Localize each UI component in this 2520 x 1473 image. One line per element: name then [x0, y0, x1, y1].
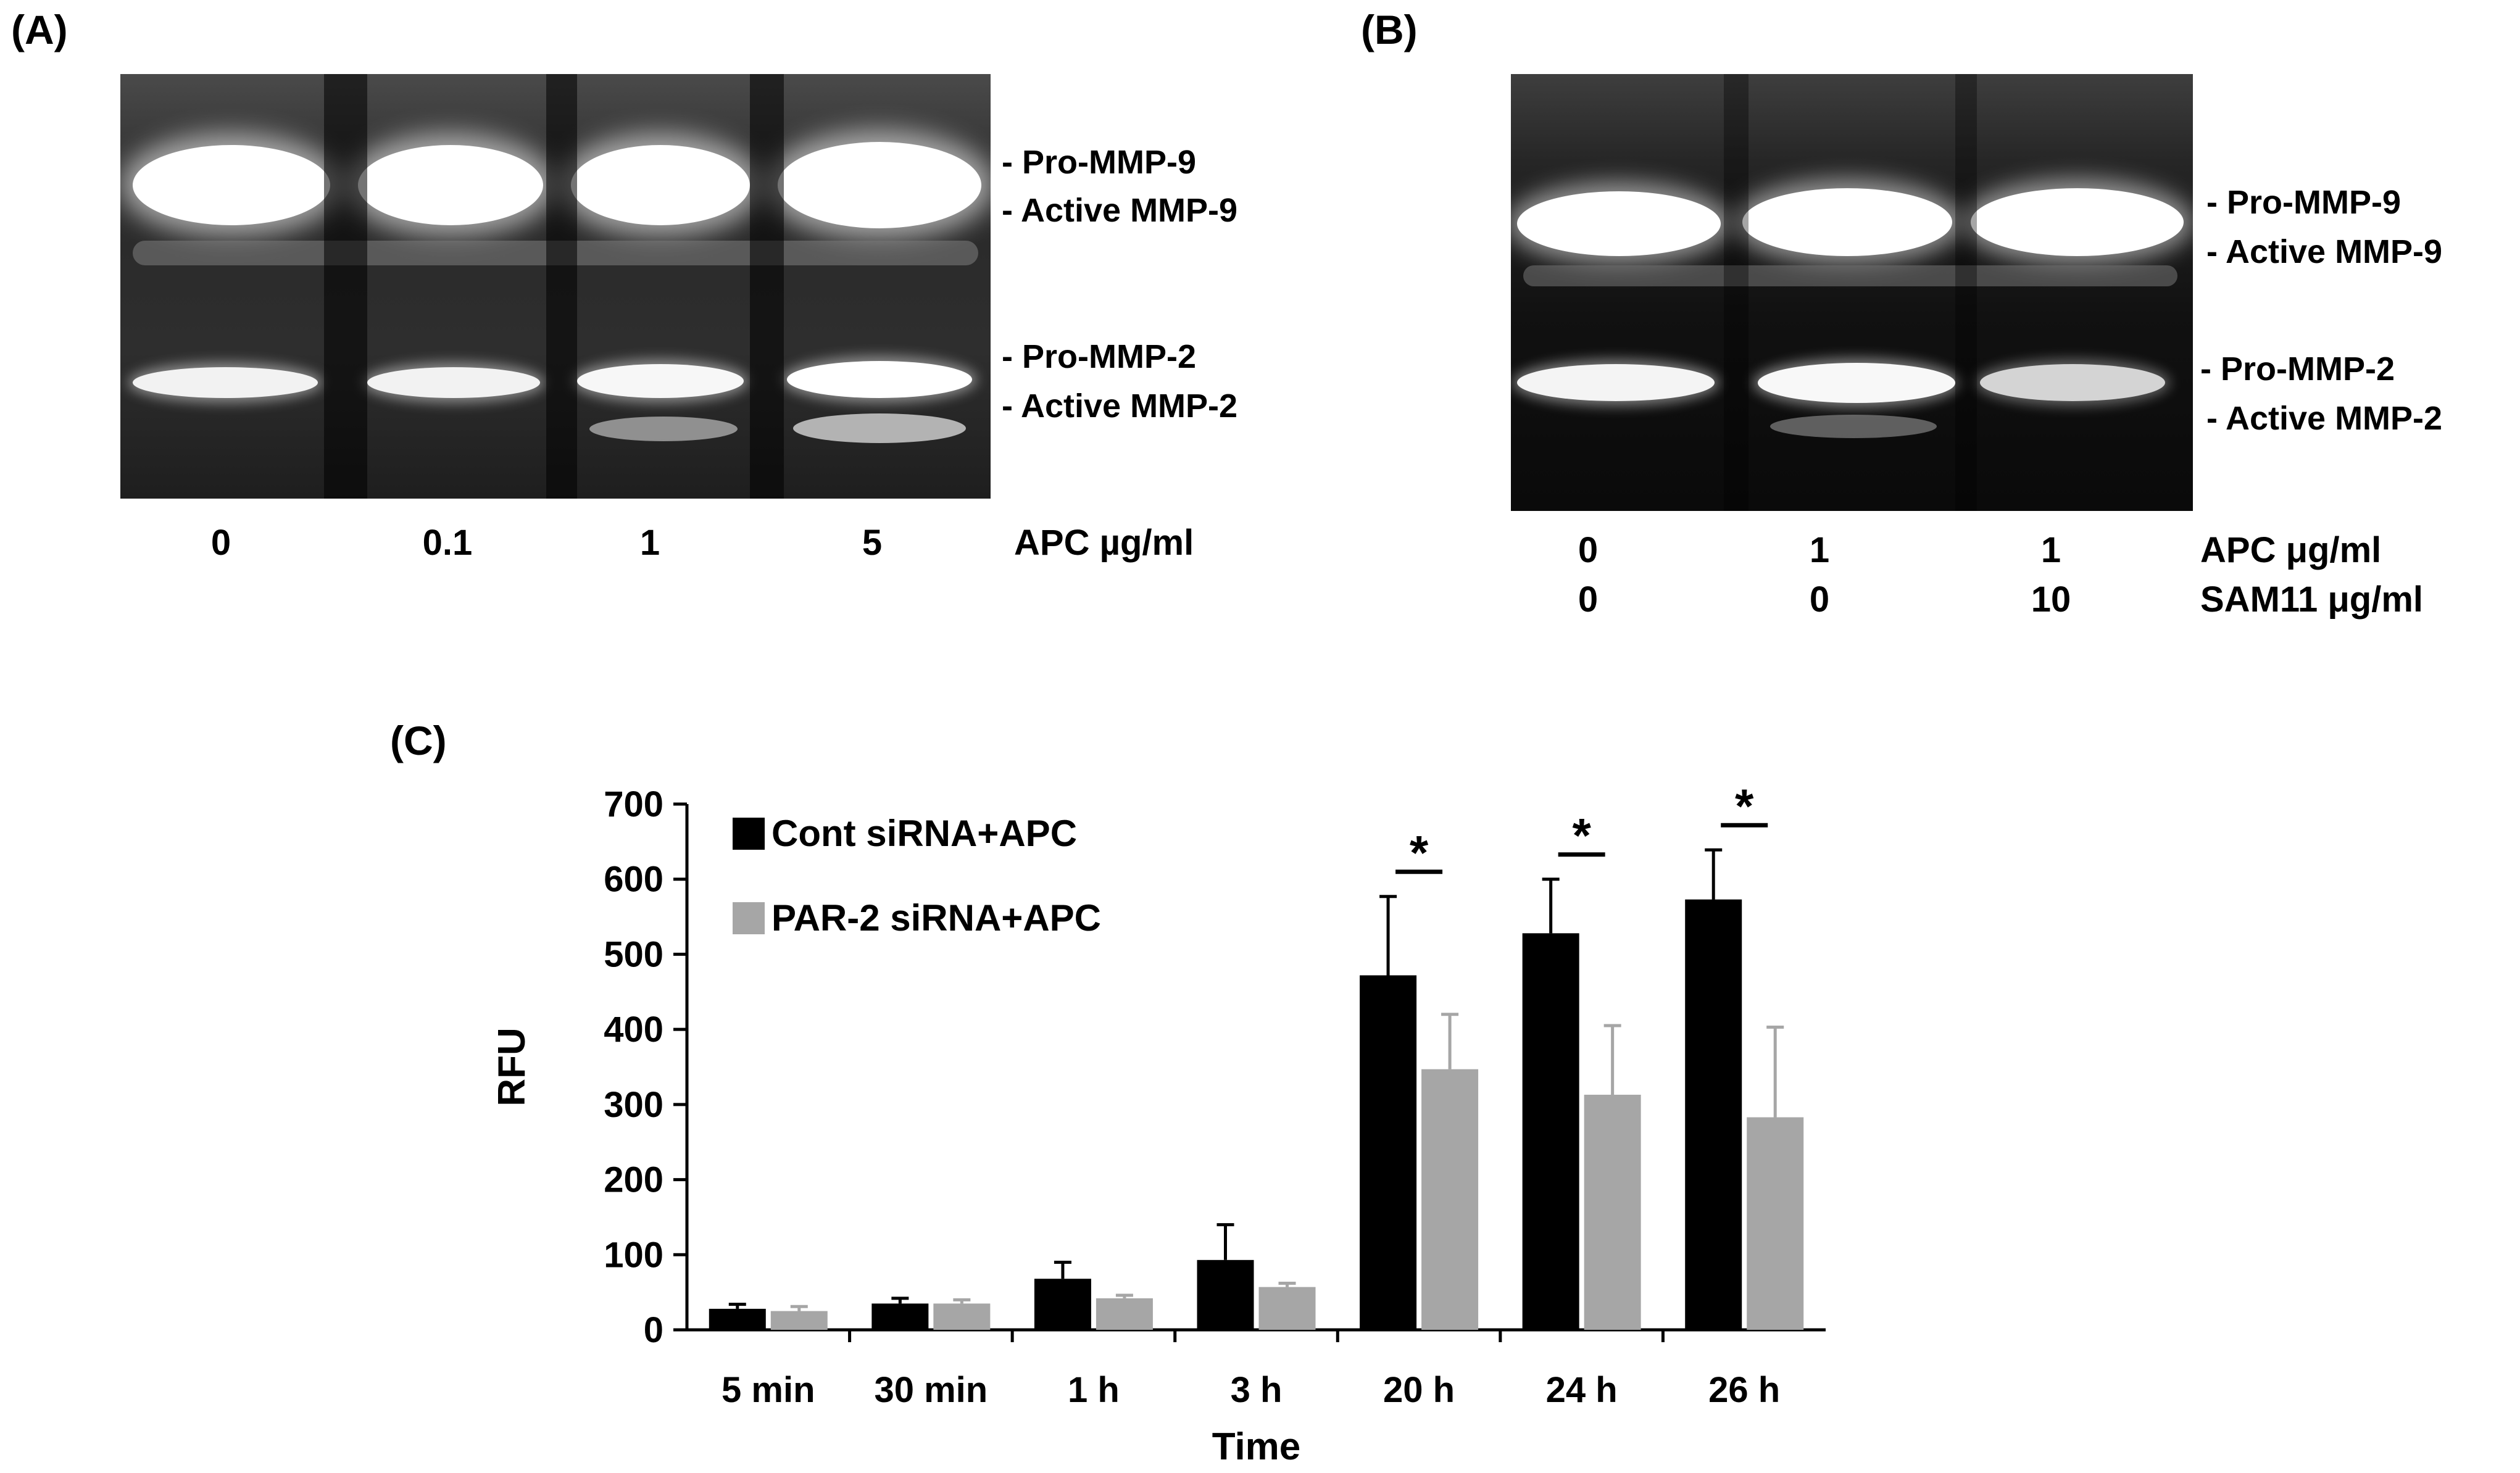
bar: [1258, 1287, 1316, 1330]
band-b-pro-mmp2-lane3: [1980, 364, 2165, 401]
bar: [770, 1311, 828, 1330]
band-a-pro-mmp2-lane1: [133, 367, 318, 398]
band-a-pro-mmp9-lane2: [358, 145, 543, 225]
bar: [709, 1308, 766, 1330]
panel-b-gel: [1511, 74, 2193, 511]
label-b-active-mmp9: - Active MMP-9: [2206, 233, 2443, 270]
panel-a-letter: (A): [11, 7, 68, 52]
lane-b-3-apc: 1: [2040, 530, 2061, 570]
x-tick-label: 3 h: [1231, 1370, 1283, 1410]
significance-marker: *: [1410, 826, 1429, 880]
y-tick-label: 400: [604, 1010, 663, 1050]
lane-a-3-value: 1: [639, 523, 660, 563]
label-a-active-mmp2: - Active MMP-2: [1002, 388, 1238, 425]
panel-c-letter: (C): [390, 718, 447, 763]
x-tick-label: 20 h: [1383, 1370, 1455, 1410]
lane-separator: [546, 74, 577, 499]
label-b-active-mmp2: - Active MMP-2: [2206, 400, 2443, 437]
significance-marker: *: [1572, 808, 1591, 863]
bar: [1421, 1069, 1479, 1330]
y-tick-label: 600: [604, 860, 663, 900]
band-a-active-mmp2-lane3: [589, 417, 738, 441]
y-tick-label: 200: [604, 1160, 663, 1200]
label-a-active-mmp9: - Active MMP-9: [1002, 192, 1238, 229]
y-tick-label: 500: [604, 934, 663, 974]
x-tick-label: 24 h: [1546, 1370, 1618, 1410]
x-axis-title: Time: [1212, 1425, 1301, 1468]
lane-a-4-value: 5: [862, 523, 883, 563]
band-b-pro-mmp2-lane1: [1517, 364, 1715, 401]
band-b-pro-mmp9-lane1: [1517, 191, 1721, 256]
label-b-pro-mmp9: - Pro-MMP-9: [2206, 184, 2401, 221]
bar: [1034, 1279, 1091, 1330]
bar: [933, 1303, 991, 1330]
lane-b-2-apc: 1: [1809, 530, 1830, 570]
significance-marker: *: [1735, 779, 1754, 833]
band-b-pro-mmp2-lane2: [1758, 363, 1955, 403]
x-tick-label: 5 min: [721, 1370, 815, 1410]
legend-label: Cont siRNA+APC: [771, 813, 1077, 854]
y-tick-label: 0: [644, 1310, 663, 1350]
bar: [1747, 1117, 1804, 1330]
band-a-active-mmp2-lane4: [793, 413, 966, 443]
bar: [1360, 975, 1417, 1330]
band-a-pro-mmp9-lane1: [133, 145, 330, 225]
lane-separator: [1955, 74, 1977, 511]
label-a-pro-mmp9: - Pro-MMP-9: [1002, 144, 1196, 181]
band-a-pro-mmp9-lane4: [778, 142, 981, 228]
lane-separator: [750, 74, 784, 499]
y-tick-label: 700: [604, 784, 663, 824]
x-tick-label: 1 h: [1068, 1370, 1120, 1410]
x-tick-label: 30 min: [874, 1370, 988, 1410]
y-axis-title: RFU: [491, 1027, 533, 1106]
lane-b-1-sam11: 0: [1578, 579, 1599, 620]
panel-b-letter: (B): [1361, 7, 1418, 52]
bar: [1096, 1298, 1153, 1330]
band-b-pro-mmp9-lane2: [1742, 188, 1952, 256]
band-b-active-mmp2-lane2: [1770, 415, 1937, 438]
lane-b-3-sam11: 10: [2031, 579, 2071, 620]
legend-label: PAR-2 siRNA+APC: [771, 897, 1101, 939]
band-a-pro-mmp2-lane2: [367, 367, 540, 398]
label-a-apc: APC µg/ml: [1014, 523, 1194, 563]
lane-b-1-apc: 0: [1578, 530, 1599, 570]
band-b-pro-mmp9-lane3: [1971, 188, 2184, 256]
legend-swatch: [733, 818, 765, 850]
label-b-sam11: SAM11 μg/ml: [2200, 579, 2424, 620]
x-tick-label: 26 h: [1708, 1370, 1780, 1410]
bar: [1197, 1259, 1254, 1330]
band-b-active-mmp9: [1523, 265, 2177, 286]
bar: [871, 1303, 929, 1330]
lane-b-2-sam11: 0: [1809, 579, 1830, 620]
label-b-apc: APC μg/ml: [2200, 530, 2382, 570]
band-a-pro-mmp2-lane4: [787, 361, 972, 398]
bar: [1685, 899, 1742, 1330]
bar: [1522, 933, 1579, 1330]
y-tick-label: 300: [604, 1085, 663, 1125]
bar: [1584, 1095, 1641, 1330]
y-tick-label: 100: [604, 1235, 663, 1275]
band-a-pro-mmp9-lane3: [571, 145, 750, 225]
band-a-pro-mmp2-lane3: [577, 364, 744, 398]
lane-separator: [324, 74, 367, 499]
lane-a-1-value: 0: [210, 523, 231, 563]
panel-a-gel: [120, 74, 991, 499]
lane-separator: [1724, 74, 1749, 511]
label-a-pro-mmp2: - Pro-MMP-2: [1002, 338, 1196, 375]
lane-a-2-value: 0.1: [422, 523, 473, 563]
label-b-pro-mmp2: - Pro-MMP-2: [2200, 351, 2395, 388]
legend-swatch: [733, 902, 765, 934]
